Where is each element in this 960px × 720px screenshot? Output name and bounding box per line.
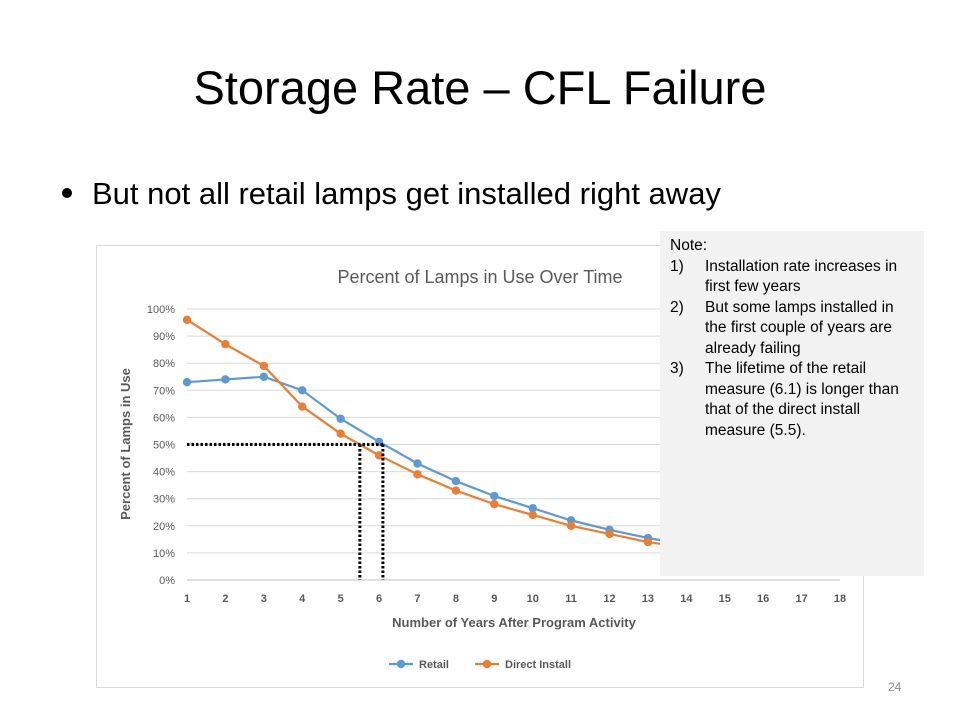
y-tick-label: 100% [147,304,175,316]
x-tick-label: 17 [795,593,807,605]
legend-marker [396,659,406,669]
x-tick-label: 12 [603,593,615,605]
data-point [298,402,307,411]
y-axis-label: Percent of Lamps in Use [118,368,133,520]
x-tick-label: 14 [680,593,693,605]
x-tick-label: 9 [491,593,497,605]
chart-legend: Retail Direct Install [389,659,571,671]
x-tick-label: 13 [642,593,654,605]
x-tick-label: 4 [299,593,306,605]
x-tick-label: 2 [222,593,228,605]
data-point [221,340,230,349]
data-point [413,459,422,468]
chart-title: Percent of Lamps in Use Over Time [337,267,622,287]
data-point [182,315,192,325]
x-tick-label: 1 [184,593,190,605]
data-point [643,537,653,547]
data-point [374,451,384,460]
legend-label: Retail [419,659,449,671]
slide-title: Storage Rate – CFL Failure [193,61,767,114]
note-list: 1) Installation rate increases in first f… [670,257,914,442]
legend-label: Direct Install [505,659,571,671]
x-tick-label: 7 [414,593,420,605]
data-point [451,486,461,495]
note-item-text: Installation rate increases in first few… [705,257,898,296]
data-point [490,491,499,501]
note-heading: Note: [670,237,708,254]
y-tick-label: 50% [153,440,175,452]
y-tick-label: 70% [153,385,175,397]
note-item: 3) The lifetime of the retail measure (6.… [670,359,914,441]
note-item-number: 2) [670,298,684,316]
y-tick-label: 20% [153,521,175,533]
y-tick-label: 30% [153,494,175,506]
x-tick-label: 18 [834,593,846,605]
x-tick-label: 8 [453,593,459,605]
y-axis-ticks: 0% 10% 20% 30% 40% 50% 60% 70% 80% 90% 100% [147,304,175,587]
page-number: 24 [888,680,902,694]
note-item-text: The lifetime of the retail measure (6.1)… [705,360,899,439]
note-item: 1) Installation rate increases in first f… [670,257,914,298]
data-point [298,386,307,395]
data-point [413,470,422,479]
data-point [528,510,537,520]
data-point [490,499,499,509]
x-tick-label: 3 [261,593,267,605]
y-tick-label: 60% [153,412,175,424]
data-point [336,414,345,423]
x-tick-label: 16 [757,593,769,605]
x-tick-label: 10 [527,593,539,605]
y-tick-label: 0% [159,575,175,587]
data-point [221,375,230,384]
data-point [182,377,192,387]
bullet-text: But not all retail lamps get installed r… [92,176,721,211]
bullet-dot-icon [62,187,72,198]
bullet-point: But not all retail lamps get installed r… [62,176,721,212]
y-tick-label: 10% [153,548,175,560]
x-tick-label: 6 [376,593,382,605]
y-tick-label: 40% [153,467,175,479]
data-point [259,372,269,381]
x-tick-label: 11 [565,593,577,605]
reference-lines [187,443,385,580]
y-tick-label: 80% [153,358,175,370]
x-tick-label: 5 [338,593,344,605]
data-point [566,521,576,530]
x-tick-label: 15 [719,593,731,605]
x-axis-label: Number of Years After Program Activity [392,615,636,630]
legend-marker [482,659,492,669]
data-point [336,429,345,438]
note-item-number: 3) [670,360,684,377]
data-point [451,476,461,486]
note-item: 2) But some lamps installed in the first … [670,298,914,360]
note-item-text: But some lamps installed in the first co… [705,298,894,357]
x-axis-ticks: 1 2 3 4 5 6 7 8 9 10 11 12 13 14 15 16 17 18 [184,593,846,605]
data-point [605,529,614,539]
note-box: Note: 1) Installation rate increases in f… [660,231,924,576]
data-point [528,503,537,513]
y-tick-label: 90% [153,331,175,343]
data-point [259,361,269,371]
note-item-number: 1) [670,257,684,275]
